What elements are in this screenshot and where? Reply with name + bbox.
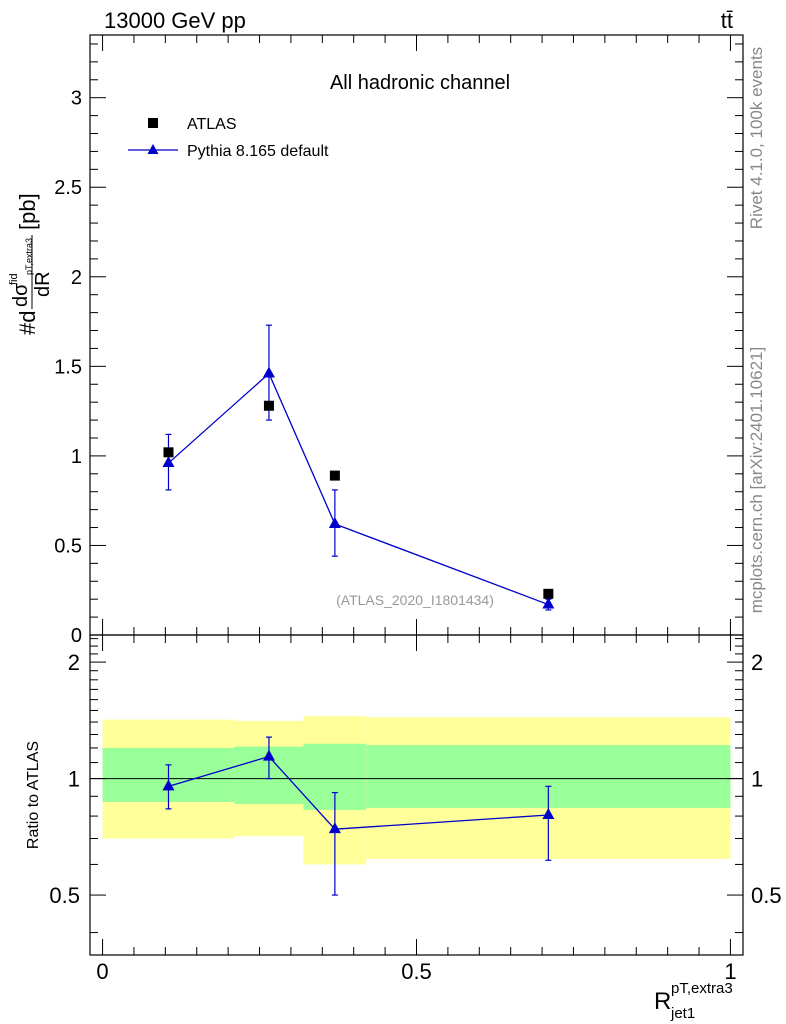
main-y-tick-label: 0.5 [54, 535, 82, 557]
x-tick-label: 0.5 [401, 959, 432, 984]
main-y-tick-label: 3 [71, 88, 82, 110]
ratio-axis-ticks [90, 635, 743, 955]
legend-pythia-label: Pythia 8.165 default [187, 143, 329, 160]
y-label-sub: pT,extra3 [24, 238, 34, 275]
x-label-main: R [654, 988, 671, 1015]
x-label-sub: jet1 [670, 1005, 695, 1022]
y-label-prefix: #d [15, 311, 40, 335]
x-axis-label: R pT,extra3 jet1 [654, 980, 733, 1022]
main-y-tick-label: 1.5 [54, 356, 82, 378]
rivet-label: Rivet 4.1.0, 100k events [747, 47, 766, 229]
atlas-point [329, 470, 340, 481]
mcplots-label: mcplots.cern.ch [arXiv:2401.10621] [747, 347, 766, 613]
ratio-frame [89, 634, 744, 956]
legend-pythia-marker [147, 144, 159, 154]
y-label-denominator: dR [32, 271, 54, 297]
ratio-point [328, 822, 341, 834]
ratio-series-group [162, 736, 555, 896]
ratio-y-axis-label: Ratio to ATLAS [25, 741, 42, 849]
analysis-watermark: (ATLAS_2020_I1801434) [336, 592, 494, 608]
main-y-tick-label: 1 [71, 446, 82, 468]
pythia-point [542, 597, 555, 609]
ratio-point [262, 749, 275, 761]
pythia-point [162, 456, 175, 468]
main-y-tick-label: 2.5 [54, 177, 82, 199]
ratio-y-tick-label: 1 [68, 767, 80, 792]
main-series-group [162, 324, 555, 611]
main-y-tick-label: 0 [71, 625, 82, 647]
ratio-point [162, 779, 175, 791]
ratio-y-tick-label-right: 0.5 [751, 883, 782, 908]
y-label-unit: [pb] [15, 193, 40, 230]
chart-title: All hadronic channel [330, 72, 510, 94]
y-label-numerator: dσ [10, 283, 32, 307]
legend-atlas-label: ATLAS [187, 116, 237, 133]
main-panel: 0 0.5 1 1.5 2 2.5 3 All hadronic channel (ATLA… [8, 34, 744, 647]
ratio-y-tick-label-right: 2 [751, 650, 763, 675]
atlas-point [163, 447, 174, 458]
y-label-fid: fid [8, 273, 20, 285]
main-axis-ticks [90, 35, 743, 636]
legend-atlas-marker [148, 118, 158, 128]
x-label-sup: pT,extra3 [671, 980, 733, 997]
energy-label: 13000 GeV pp [104, 8, 246, 33]
ratio-line [168, 755, 549, 830]
main-y-axis-label: #d dσ fid dR pT,extra3 [pb] [8, 193, 54, 335]
atlas-point [543, 588, 554, 599]
x-tick-label: 0 [96, 959, 108, 984]
ratio-panel: 0.5 0.5 1 1 2 2 0 0.5 1 Ratio to ATLAS R pT,extr… [25, 634, 782, 1022]
ratio-y-tick-label: 0.5 [49, 883, 80, 908]
pythia-line [168, 372, 549, 606]
atlas-point [263, 400, 274, 411]
main-y-tick-label: 2 [71, 267, 82, 289]
main-axis-tick-labels: 0 0.5 1 1.5 2 2.5 3 [54, 88, 82, 647]
x-tick-label: 1 [724, 959, 736, 984]
ratio-y-tick-label: 2 [68, 650, 80, 675]
ratio-point [542, 808, 555, 820]
ratio-y-tick-label-right: 1 [751, 767, 763, 792]
ratio-bands-group [102, 716, 731, 865]
ratio-axis-tick-labels: 0.5 0.5 1 1 2 2 0 0.5 1 [49, 650, 781, 984]
pythia-point [262, 366, 275, 378]
process-label: tt̄ [721, 8, 733, 33]
pythia-point [328, 516, 341, 528]
legend: ATLAS Pythia 8.165 default [128, 116, 329, 160]
